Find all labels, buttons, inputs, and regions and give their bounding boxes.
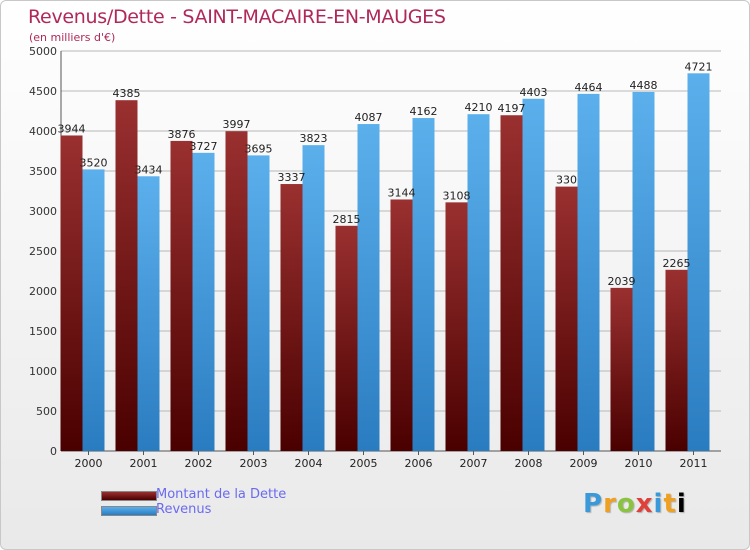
- bar-revenus: [357, 124, 380, 451]
- data-label-revenus: 4721: [685, 60, 713, 73]
- bar-revenus: [412, 118, 435, 451]
- proxiti-logo: Proxiti: [583, 489, 687, 519]
- bar-revenus: [577, 93, 600, 451]
- data-label-revenus: 4087: [355, 111, 383, 124]
- bar-revenus: [137, 176, 160, 451]
- legend-label-revenus: Revenus: [156, 502, 212, 517]
- y-tick-label: 3500: [29, 165, 57, 178]
- data-label-dette: 2815: [333, 213, 361, 226]
- x-tick-label: 2000: [75, 457, 103, 470]
- x-tick-label: 2011: [680, 457, 708, 470]
- y-tick-label: 2500: [29, 245, 57, 258]
- bar-revenus: [302, 145, 325, 451]
- data-label-dette: 4385: [113, 87, 141, 100]
- x-tick-label: 2009: [570, 457, 598, 470]
- data-label-revenus: 4403: [520, 86, 548, 99]
- x-axis: 2000 2001 2002 2003 2004 2005 2006 2007 2008 2009…: [75, 451, 708, 470]
- x-tick-label: 2010: [625, 457, 653, 470]
- x-tick-label: 2006: [405, 457, 433, 470]
- y-tick-label: 4000: [29, 125, 57, 138]
- y-tick-label: 2000: [29, 285, 57, 298]
- x-tick-label: 2005: [350, 457, 378, 470]
- chart-title: Revenus/Dette - SAINT-MACAIRE-EN-MAUGES: [28, 6, 446, 28]
- bar-dette: [335, 225, 358, 451]
- bar-revenus: [467, 114, 490, 451]
- y-tick-label: 1000: [29, 365, 57, 378]
- y-tick-label: 4500: [29, 85, 57, 98]
- data-label-dette: 2039: [608, 275, 636, 288]
- legend-swatch-dette: [101, 491, 157, 501]
- bar-dette: [665, 269, 688, 451]
- x-tick-label: 2004: [295, 457, 323, 470]
- data-label-revenus: 4210: [465, 101, 493, 114]
- bar-revenus: [522, 98, 545, 451]
- y-tick-label: 500: [36, 405, 57, 418]
- bar-dette: [60, 135, 83, 452]
- data-label-revenus: 3695: [245, 142, 273, 155]
- x-tick-label: 2001: [130, 457, 158, 470]
- data-label-revenus: 4488: [630, 79, 658, 92]
- data-label-revenus: 3727: [190, 140, 218, 153]
- bars: [60, 73, 710, 452]
- bar-revenus: [687, 73, 710, 451]
- bar-dette: [225, 131, 248, 452]
- bar-revenus: [632, 91, 655, 452]
- data-label-dette: 3997: [223, 118, 251, 131]
- bar-dette: [170, 140, 193, 452]
- x-tick-label: 2003: [240, 457, 268, 470]
- data-label-dette: 4197: [498, 102, 526, 115]
- data-label-dette: 3944: [58, 122, 86, 135]
- bar-dette: [610, 287, 633, 451]
- data-label-revenus: 3434: [135, 163, 163, 176]
- bar-dette: [280, 184, 303, 452]
- bar-revenus: [82, 169, 105, 451]
- data-label-dette: 3337: [278, 171, 306, 184]
- data-label-revenus: 3520: [80, 156, 108, 169]
- data-label-dette: 3108: [443, 189, 471, 202]
- bar-dette: [445, 202, 468, 451]
- x-tick-label: 2008: [515, 457, 543, 470]
- bar-dette: [390, 199, 413, 451]
- legend-label-dette: Montant de la Dette: [156, 487, 287, 502]
- y-tick-label: 5000: [29, 45, 57, 58]
- x-tick-label: 2007: [460, 457, 488, 470]
- y-tick-label: 0: [50, 445, 57, 458]
- legend-swatch-revenus: [101, 506, 157, 516]
- y-tick-label: 1500: [29, 325, 57, 338]
- data-label-dette: 3144: [388, 186, 416, 199]
- y-tick-label: 3000: [29, 205, 57, 218]
- bar-dette: [500, 115, 523, 452]
- data-label-dette: 2265: [663, 257, 691, 270]
- x-tick-label: 2002: [185, 457, 213, 470]
- data-label-revenus: 3823: [300, 132, 328, 145]
- data-label-revenus: 4464: [575, 81, 603, 94]
- bar-dette: [115, 100, 138, 451]
- data-label-dette: 3876: [168, 128, 196, 141]
- bar-revenus: [247, 155, 270, 451]
- data-label-revenus: 4162: [410, 105, 438, 118]
- bar-dette: [555, 186, 578, 451]
- data-label-dette: 330: [556, 174, 577, 187]
- bar-revenus: [192, 152, 215, 451]
- chart-subtitle: (en milliers d'€): [29, 31, 116, 44]
